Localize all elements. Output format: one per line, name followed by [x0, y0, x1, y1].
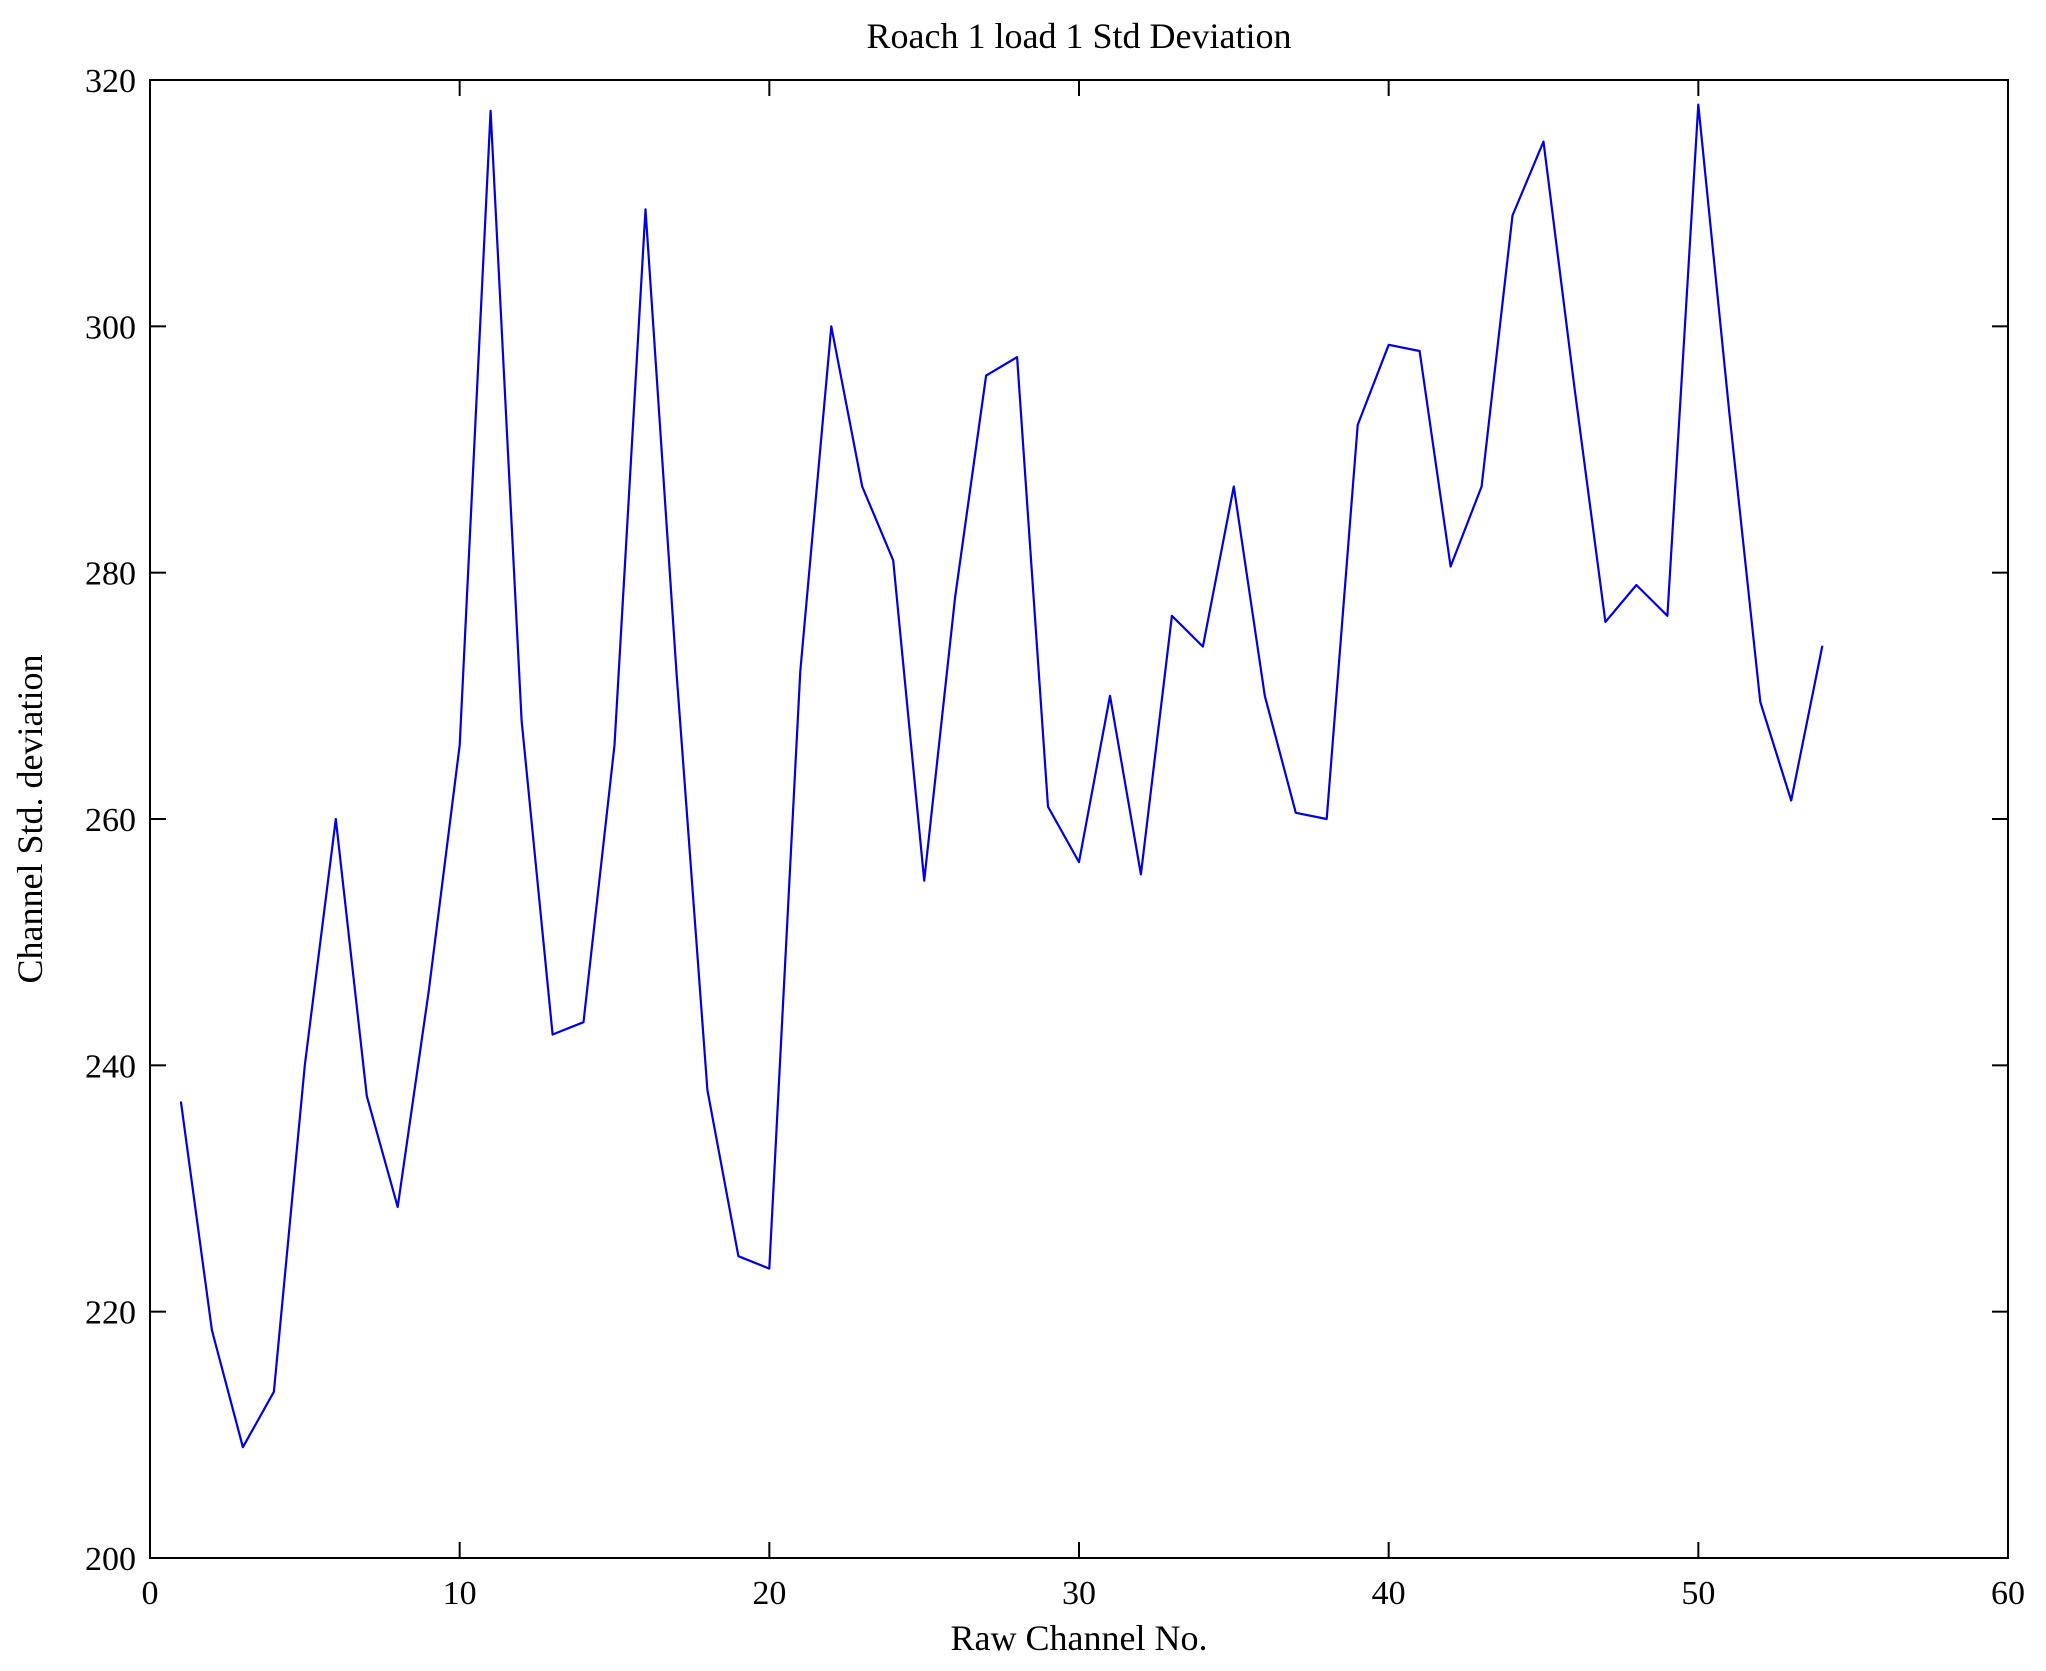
data-line — [179, 103, 1824, 1449]
y-tick-label: 280 — [85, 556, 136, 593]
x-tick-label: 40 — [1372, 1575, 1406, 1612]
x-axis-label: Raw Channel No. — [951, 1618, 1208, 1658]
x-tick-label: 20 — [752, 1575, 786, 1612]
x-tick-label: 60 — [1991, 1575, 2025, 1612]
y-tick-label: 220 — [85, 1295, 136, 1332]
y-tick-label: 260 — [85, 802, 136, 839]
y-tick-label: 240 — [85, 1048, 136, 1085]
y-tick-label: 320 — [85, 63, 136, 100]
plot-border — [149, 79, 2009, 1559]
chart-title: Roach 1 load 1 Std Deviation — [867, 16, 1292, 56]
x-tick-label: 50 — [1681, 1575, 1715, 1612]
x-tick-label: 30 — [1062, 1575, 1096, 1612]
x-tick-label: 0 — [142, 1575, 159, 1612]
y-tick-label: 300 — [85, 309, 136, 346]
y-tick-label: 200 — [85, 1541, 136, 1578]
y-axis-label: Channel Std. deviation — [10, 655, 50, 984]
x-tick-label: 10 — [443, 1575, 477, 1612]
